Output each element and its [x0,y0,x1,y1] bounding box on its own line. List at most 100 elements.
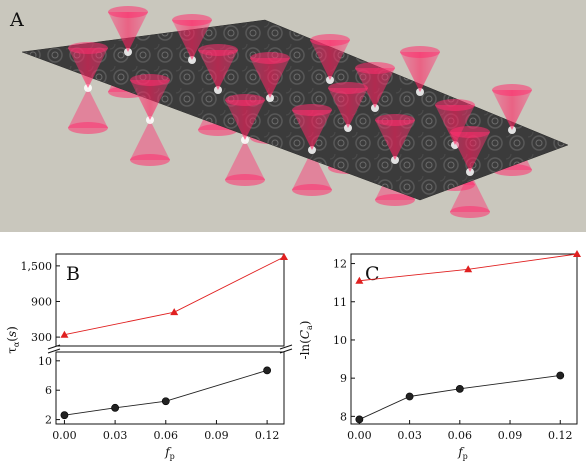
beam-cone-lower [68,88,108,128]
series-line [64,369,268,416]
beam-cone-upper-top [355,62,395,74]
data-point-circle [263,366,272,375]
chart-b-ylabel: τα(s) [5,326,21,354]
series-line [64,256,285,336]
chart-c-y-ticks: 8 9 10 11 12 [333,258,355,423]
x-tick-label: 0.09 [498,429,523,442]
beam-cone-upper [450,132,490,172]
beam-cone-lower [292,150,332,190]
beam-cone-upper [435,105,475,145]
data-point-circle [161,397,170,406]
chart-b-x-ticks: 0.00 0.03 0.06 0.09 0.12 [52,420,279,442]
beam-cone-upper [375,120,415,160]
data-point-triangle [170,308,179,316]
data-point-circle [60,411,69,420]
x-tick-label: 0.00 [52,429,77,442]
beam-cone-upper [492,90,532,130]
beam-cone-lower-base [225,174,265,186]
y-tick-label: 900 [31,295,52,308]
panel-a-letter: A [9,9,24,31]
panel-a-illustration: A [0,0,586,232]
beam-cone-upper [328,88,368,128]
x-tick-label: 0.03 [103,429,128,442]
y-tick-label: 11 [333,296,347,309]
data-point-circle [455,384,464,393]
data-point-triangle [464,265,473,273]
data-point-triangle [280,252,288,260]
beam-cone-upper [310,40,350,80]
chart-b-series [60,252,288,420]
beam-cone-upper [172,20,212,60]
y-tick-label: 1,500 [21,260,53,273]
chart-b-y-ticks-lower: 2 6 10 [38,355,60,427]
chart-b-y-ticks-upper: 300 900 1,500 [21,260,60,344]
beam-cone-upper-top [310,34,350,46]
beam-cones-upper [68,6,532,172]
beam-cone-upper [250,58,290,98]
chart-b-axis-break [47,344,293,354]
panel-c-letter: C [365,263,380,285]
beam-cone-upper-top [435,99,475,111]
beam-cone-upper [355,68,395,108]
y-tick-label: 9 [340,372,347,385]
beam-cone-lower [450,172,490,212]
y-tick-label: 6 [45,384,52,397]
beam-cone-lower-base [450,206,490,218]
x-tick-label: 0.06 [154,429,179,442]
beam-cone-upper-top [225,94,265,106]
beam-cone-upper-top [450,126,490,138]
beam-cone-lower-base [68,122,108,134]
beam-cone-upper-top [375,114,415,126]
x-tick-label: 0.12 [255,429,280,442]
y-tick-label: 10 [38,355,52,368]
beam-cone-upper [400,52,440,92]
x-tick-label: 0.00 [347,429,372,442]
beam-cone-upper-top [68,42,108,54]
series-line [359,375,561,420]
beam-cone-lower [225,140,265,180]
x-tick-label: 0.12 [548,429,573,442]
panel-b-letter: B [66,263,80,285]
data-point-triangle [573,250,581,257]
beam-cone-upper-top [328,82,368,94]
beam-cone-upper [225,100,265,140]
beam-cone-upper [198,50,238,90]
data-point-circle [405,392,414,401]
beam-cone-lower [130,120,170,160]
data-point-triangle [355,276,364,284]
data-point-triangle [60,330,69,338]
data-point-circle [111,403,120,412]
beam-cone-upper-top [292,104,332,116]
beam-cone-upper [292,110,332,150]
beam-cone-upper-top [400,46,440,58]
beam-cone-upper-top [130,74,170,86]
y-tick-label: 10 [333,334,347,347]
x-tick-label: 0.06 [448,429,473,442]
y-tick-label: 300 [31,331,52,344]
chart-c-x-ticks: 0.00 0.03 0.06 0.09 0.12 [347,420,573,442]
beam-cone-upper-top [250,52,290,64]
beam-cone-upper-top [492,84,532,96]
x-tick-label: 0.09 [204,429,229,442]
beam-cone-lower-base [375,194,415,206]
chart-c-plot-frame [350,253,578,425]
chart-c-xlabel: fp [457,445,468,461]
chart-b-plot-frame [55,253,285,425]
beam-cone-lower-base [292,184,332,196]
beam-cone-upper-top [198,44,238,56]
y-tick-label: 8 [340,410,347,423]
beam-cone-upper [108,12,148,52]
chart-c-series [355,250,581,424]
y-tick-label: 12 [333,258,347,271]
x-tick-label: 0.03 [397,429,422,442]
y-tick-label: 2 [45,414,52,427]
chart-b-xlabel: fp [164,445,175,461]
beam-cone-upper-top [172,14,212,26]
beam-cone-lower-base [130,154,170,166]
data-point-circle [556,371,565,380]
data-point-circle [355,415,364,424]
beam-cone-upper [68,48,108,88]
beam-cone-upper-top [108,6,148,18]
